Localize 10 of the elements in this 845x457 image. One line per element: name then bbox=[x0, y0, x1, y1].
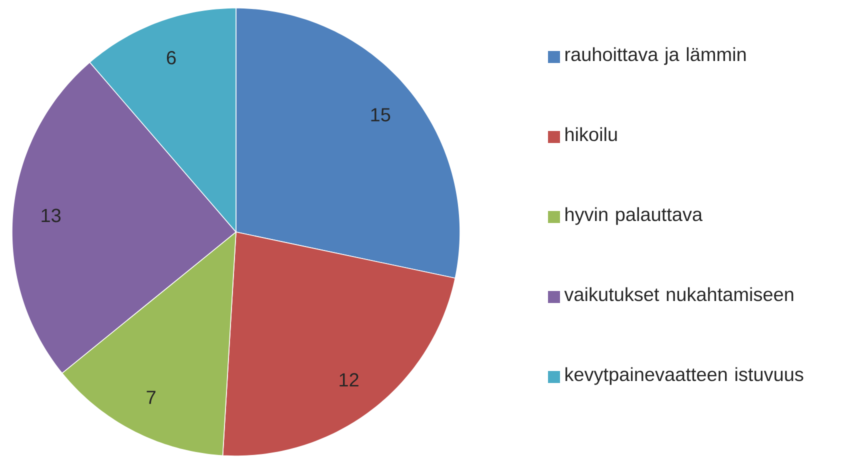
data-label: 13 bbox=[42, 208, 61, 222]
data-label: 7 bbox=[146, 390, 156, 404]
data-label: 15 bbox=[371, 108, 390, 122]
legend-label: hyvin palauttava bbox=[566, 207, 703, 225]
data-label: 6 bbox=[166, 50, 176, 64]
data-label: 12 bbox=[340, 373, 358, 386]
legend-label: hikoilu bbox=[566, 127, 617, 142]
legend-label: kevytpainevaatteen istuvuus bbox=[565, 367, 804, 385]
legend-label: rauhoittava ja lämmin bbox=[565, 47, 746, 65]
legend-label: vaikutukset nukahtamiseen bbox=[564, 287, 794, 302]
